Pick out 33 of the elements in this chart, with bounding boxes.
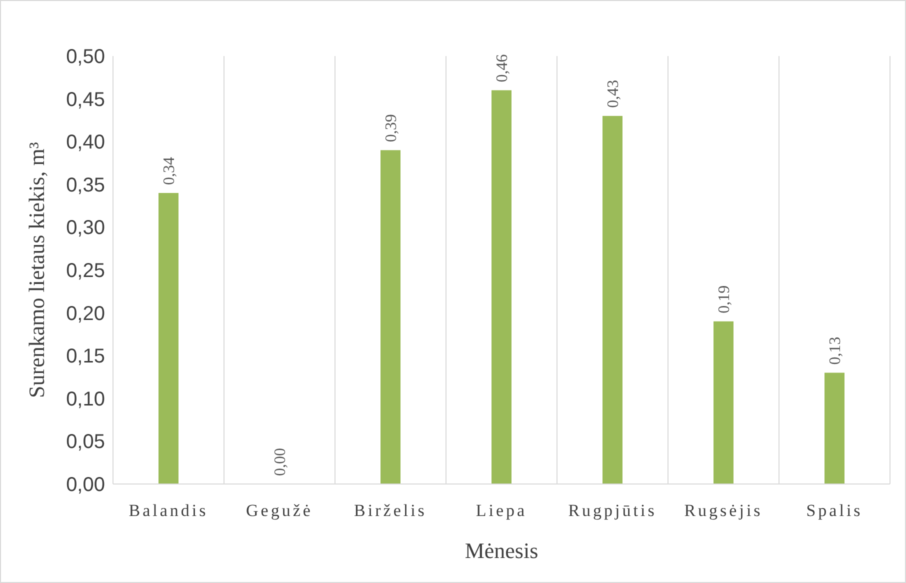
bar bbox=[602, 116, 622, 484]
y-tick-label: 0,15 bbox=[66, 346, 105, 368]
data-label: 0,19 bbox=[716, 285, 734, 314]
x-axis-title: Mėnesis bbox=[464, 538, 538, 563]
x-tick-label: Gegužė bbox=[246, 501, 313, 520]
x-tick-label: Liepa bbox=[476, 501, 528, 520]
x-tick-label: Balandis bbox=[128, 501, 208, 520]
bar bbox=[824, 372, 844, 484]
y-tick-label: 0,00 bbox=[66, 474, 105, 496]
y-tick-label: 0,35 bbox=[66, 174, 105, 196]
y-tick-label: 0,05 bbox=[66, 431, 105, 454]
y-tick-label: 0,45 bbox=[66, 88, 105, 111]
y-tick-label: 0,25 bbox=[66, 260, 105, 282]
data-label: 0,39 bbox=[383, 114, 400, 142]
y-axis-title: Surenkamo lietaus kiekis, m³ bbox=[24, 142, 49, 398]
x-tick-label: Rugpjūtis bbox=[568, 501, 657, 520]
x-tick-label: Birželis bbox=[354, 501, 427, 520]
y-tick-label: 0,20 bbox=[66, 302, 105, 325]
x-tick-label: Rugsėjis bbox=[684, 501, 763, 520]
data-label: 0,13 bbox=[827, 336, 844, 365]
bar bbox=[714, 321, 734, 484]
data-label: 0,34 bbox=[161, 156, 178, 185]
data-label: 0,46 bbox=[494, 54, 512, 82]
bar bbox=[158, 192, 178, 484]
bar bbox=[380, 150, 400, 484]
data-label: 0,00 bbox=[272, 448, 290, 476]
x-tick-label: Spalis bbox=[806, 501, 863, 520]
bar bbox=[492, 90, 512, 484]
y-tick-label: 0,30 bbox=[66, 217, 105, 240]
y-tick-label: 0,40 bbox=[66, 132, 105, 154]
y-tick-label: 0,50 bbox=[66, 46, 105, 68]
data-label: 0,43 bbox=[605, 80, 622, 108]
y-tick-label: 0,10 bbox=[66, 388, 105, 410]
